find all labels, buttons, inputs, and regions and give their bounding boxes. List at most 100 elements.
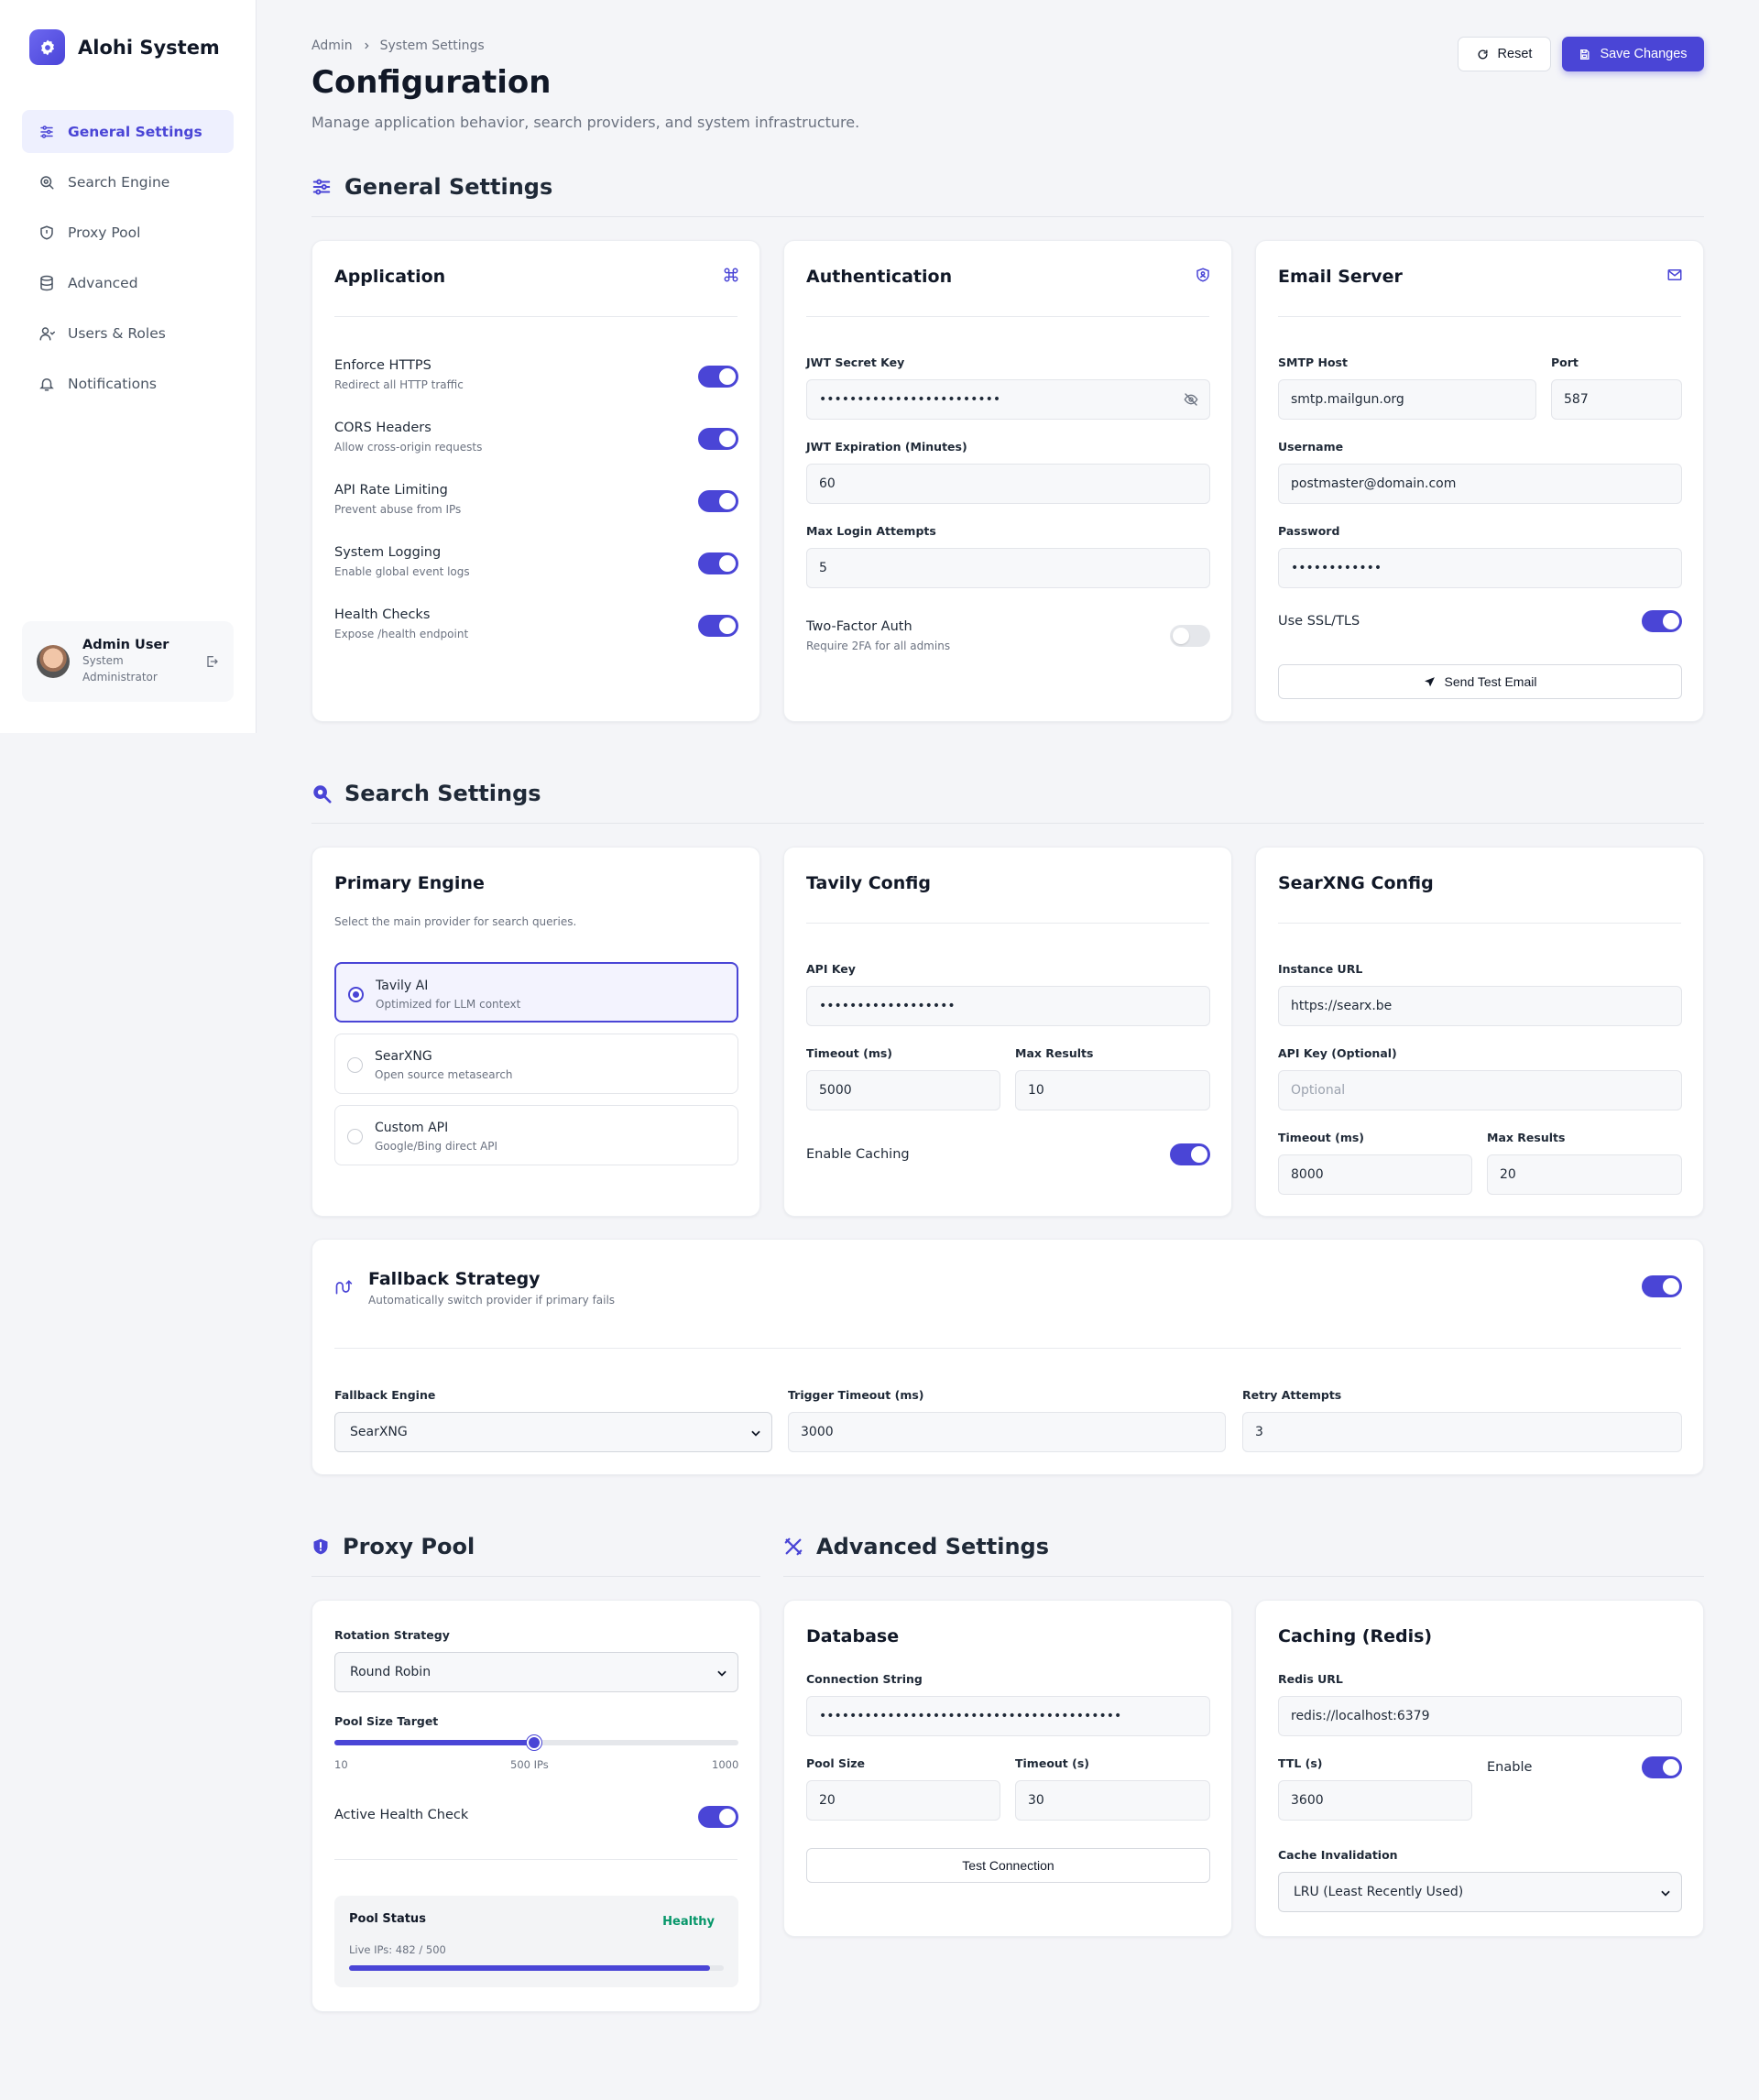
fallback-engine-select[interactable]: SearXNG: [334, 1412, 772, 1452]
cache-invalidation-select[interactable]: LRU (Least Recently Used): [1278, 1872, 1682, 1912]
smtp-username-input[interactable]: postmaster@domain.com: [1278, 464, 1682, 504]
breadcrumb-item-system-settings: System Settings: [379, 38, 485, 53]
rate-limiting-toggle[interactable]: [698, 490, 738, 512]
sidebar-item-users-roles[interactable]: Users & Roles: [22, 312, 234, 355]
card-title: Email Server: [1278, 267, 1403, 287]
field-label: Instance URL: [1278, 962, 1363, 976]
jwt-expiration-input[interactable]: 60: [806, 464, 1210, 504]
reset-button[interactable]: Reset: [1458, 37, 1551, 71]
db-timeout-input[interactable]: 30: [1015, 1780, 1210, 1821]
engine-option-searxng[interactable]: SearXNG Open source metasearch: [334, 1034, 738, 1094]
field-label: SMTP Host: [1278, 355, 1348, 369]
max-login-attempts-input[interactable]: 5: [806, 548, 1210, 588]
tavily-max-results-input[interactable]: 10: [1015, 1070, 1210, 1110]
field-label: API Key: [806, 962, 856, 976]
divider: [311, 216, 1704, 217]
db-pool-size-input[interactable]: 20: [806, 1780, 1000, 1821]
smtp-password-input[interactable]: ••••••••••••: [1278, 548, 1682, 588]
field-label: JWT Expiration (Minutes): [806, 440, 967, 454]
send-test-email-button[interactable]: Send Test Email: [1278, 664, 1682, 699]
field-label: Pool Size: [806, 1756, 866, 1770]
section-title: General Settings: [344, 174, 553, 200]
eye-off-icon[interactable]: [1184, 392, 1198, 407]
save-button[interactable]: Save Changes: [1562, 37, 1704, 71]
enable-caching-toggle[interactable]: [1170, 1143, 1210, 1165]
input-value: redis://localhost:6379: [1291, 1709, 1430, 1723]
input-value: 30: [1028, 1793, 1044, 1808]
active-health-check-toggle[interactable]: [698, 1806, 738, 1828]
application-card: Application Enforce HTTPS Redirect all H…: [311, 240, 760, 722]
logout-icon[interactable]: [204, 654, 219, 669]
option-title: Custom API: [375, 1121, 449, 1135]
brand[interactable]: Alohi System: [29, 29, 220, 65]
field-label: Retry Attempts: [1242, 1388, 1342, 1402]
slider-thumb[interactable]: [527, 1735, 542, 1750]
searxng-url-input[interactable]: https://searx.be: [1278, 986, 1682, 1026]
sidebar-item-label: Users & Roles: [68, 324, 166, 342]
ttl-input[interactable]: 3600: [1278, 1780, 1472, 1821]
radio-button: [347, 1129, 363, 1144]
engine-option-tavily[interactable]: Tavily AI Optimized for LLM context: [334, 962, 738, 1023]
searxng-max-results-input[interactable]: 20: [1487, 1154, 1682, 1195]
divider: [334, 1859, 737, 1860]
breadcrumb-item-admin[interactable]: Admin: [311, 38, 353, 53]
two-factor-toggle[interactable]: [1170, 625, 1210, 647]
input-value: 8000: [1291, 1167, 1324, 1182]
field-label: Max Results: [1015, 1046, 1094, 1060]
card-title: Primary Engine: [334, 873, 485, 893]
tavily-timeout-input[interactable]: 5000: [806, 1070, 1000, 1110]
health-checks-toggle[interactable]: [698, 615, 738, 637]
input-value: 10: [1028, 1083, 1044, 1098]
field-label: Rotation Strategy: [334, 1628, 450, 1642]
card-description: Select the main provider for search quer…: [334, 915, 577, 928]
smtp-host-input[interactable]: smtp.mailgun.org: [1278, 379, 1536, 420]
sliders-icon: [312, 179, 331, 195]
select-value: SearXNG: [350, 1425, 408, 1439]
ssl-tls-toggle[interactable]: [1642, 610, 1682, 632]
test-connection-button[interactable]: Test Connection: [806, 1848, 1210, 1883]
sidebar-item-advanced[interactable]: Advanced: [22, 261, 234, 304]
pool-size-slider[interactable]: [334, 1735, 738, 1750]
user-card: Admin User System Administrator: [22, 621, 234, 702]
tavily-api-key-input[interactable]: ••••••••••••••••••: [806, 986, 1210, 1026]
sidebar-item-notifications[interactable]: Notifications: [22, 362, 234, 405]
sidebar-item-proxy-pool[interactable]: Proxy Pool: [22, 211, 234, 254]
sidebar-item-label: General Settings: [68, 123, 202, 140]
toggle-desc: Allow cross-origin requests: [334, 441, 483, 454]
toggle-desc: Redirect all HTTP traffic: [334, 378, 464, 391]
option-title: SearXNG: [375, 1049, 432, 1064]
smtp-port-input[interactable]: 587: [1551, 379, 1682, 420]
redis-url-input[interactable]: redis://localhost:6379: [1278, 1696, 1682, 1736]
button-label: Send Test Email: [1444, 674, 1537, 689]
section-search-settings: Search Settings: [311, 781, 541, 806]
enforce-https-toggle[interactable]: [698, 366, 738, 388]
card-title: SearXNG Config: [1278, 873, 1434, 893]
toggle-desc: Require 2FA for all admins: [806, 640, 951, 652]
connection-string-input[interactable]: ••••••••••••••••••••••••••••••••••••••••: [806, 1696, 1210, 1736]
input-value: 3: [1255, 1425, 1263, 1439]
cors-headers-toggle[interactable]: [698, 428, 738, 450]
input-value: ••••••••••••••••••••••••••••••••••••••••: [819, 1709, 1122, 1723]
caching-card: Caching (Redis) Redis URL redis://localh…: [1255, 1600, 1704, 1937]
toggle-label: API Rate Limiting: [334, 483, 448, 498]
sidebar-item-search-engine[interactable]: Search Engine: [22, 160, 234, 203]
searxng-api-key-input[interactable]: Optional: [1278, 1070, 1682, 1110]
breadcrumb: Admin System Settings: [311, 38, 485, 53]
system-logging-toggle[interactable]: [698, 552, 738, 574]
fallback-toggle[interactable]: [1642, 1275, 1682, 1297]
cache-enable-toggle[interactable]: [1642, 1756, 1682, 1778]
searxng-timeout-input[interactable]: 8000: [1278, 1154, 1472, 1195]
jwt-secret-input[interactable]: ••••••••••••••••••••••••: [806, 379, 1210, 420]
trigger-timeout-input[interactable]: 3000: [788, 1412, 1226, 1452]
search-icon: [40, 175, 54, 189]
sidebar-item-label: Search Engine: [68, 173, 170, 191]
sidebar-item-general-settings[interactable]: General Settings: [22, 110, 234, 153]
retry-attempts-input[interactable]: 3: [1242, 1412, 1682, 1452]
field-label: Max Results: [1487, 1131, 1566, 1144]
input-value: 20: [1500, 1167, 1516, 1182]
option-desc: Google/Bing direct API: [375, 1140, 498, 1153]
engine-option-custom-api[interactable]: Custom API Google/Bing direct API: [334, 1105, 738, 1165]
rotation-strategy-select[interactable]: Round Robin: [334, 1652, 738, 1692]
toggle-label: System Logging: [334, 545, 442, 560]
avatar: [37, 645, 70, 678]
